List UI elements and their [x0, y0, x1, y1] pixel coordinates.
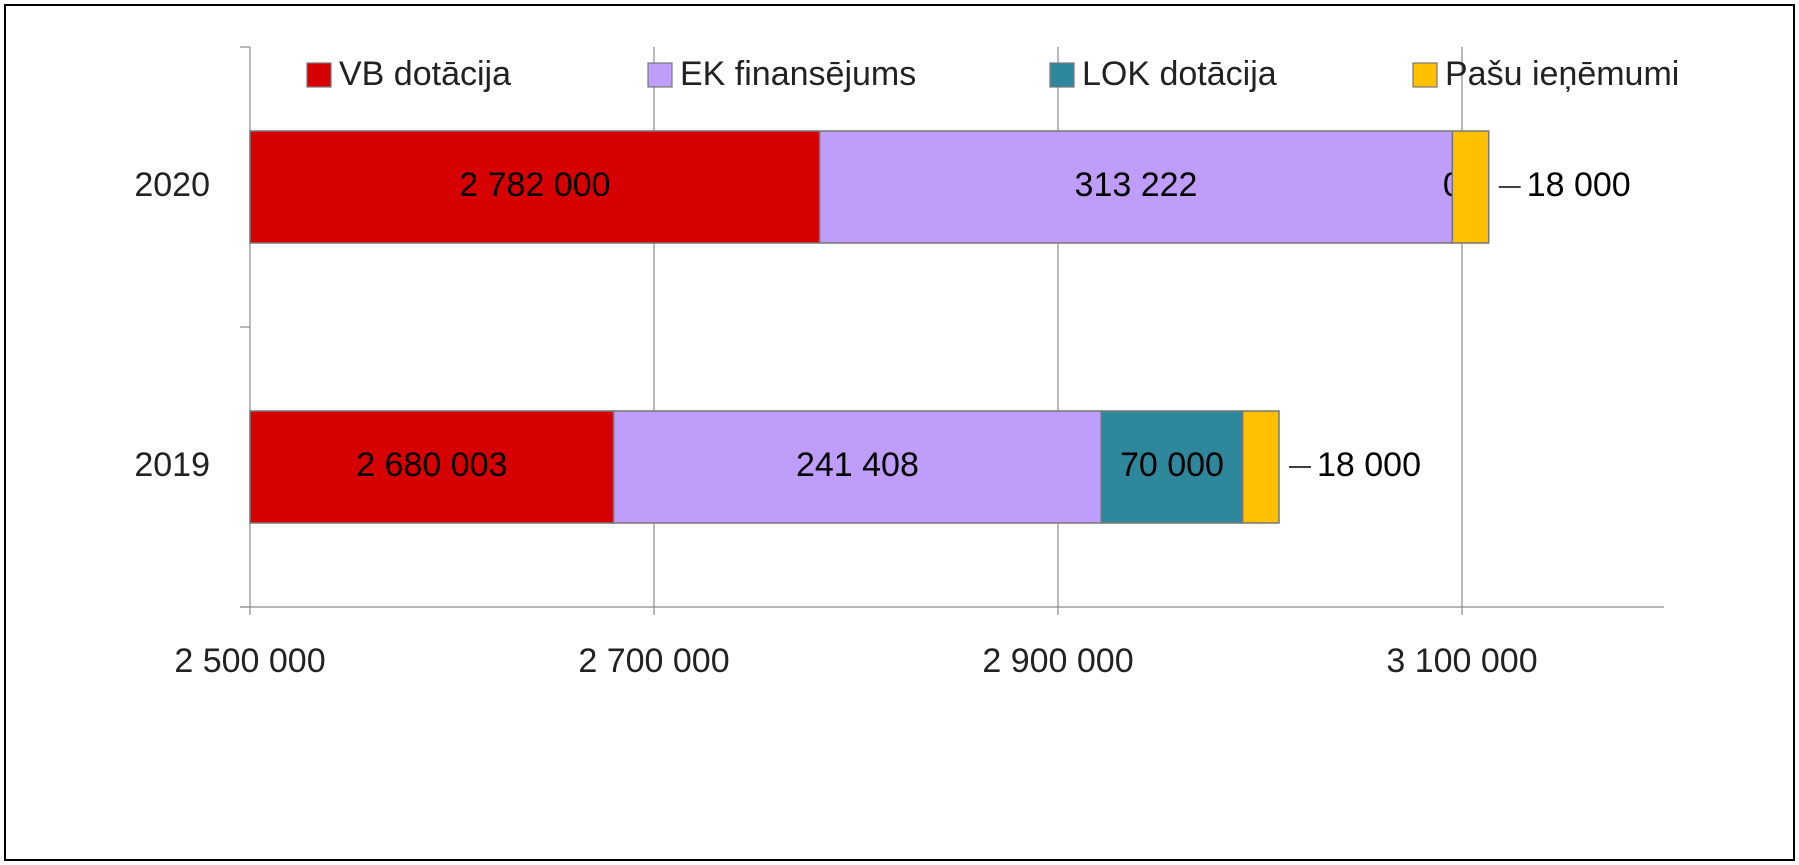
- data-label: 241 408: [796, 446, 919, 484]
- x-tick-label: 3 100 000: [1386, 642, 1537, 680]
- data-label: 2 782 000: [459, 166, 610, 204]
- legend-label: EK finansējums: [680, 55, 916, 93]
- data-label: 18 000: [1527, 166, 1631, 204]
- bar-segment: [612, 410, 1103, 524]
- bar-segment: [249, 130, 821, 244]
- x-tick-label: 2 700 000: [578, 642, 729, 680]
- y-tick-label: 2020: [134, 166, 210, 204]
- bar-segment: [1100, 410, 1244, 524]
- data-label: 70 000: [1120, 446, 1224, 484]
- legend-swatch: [1049, 62, 1075, 88]
- legend-label: Pašu ieņēmumi: [1445, 55, 1679, 93]
- y-tick-label: 2019: [134, 446, 210, 484]
- legend-swatch: [1412, 62, 1438, 88]
- bar-segment: [1241, 410, 1280, 524]
- legend-label: VB dotācija: [339, 55, 511, 93]
- bar-segment: [818, 130, 1454, 244]
- bar-segment: [1451, 130, 1490, 244]
- bar-segment: [249, 410, 615, 524]
- x-tick-label: 2 500 000: [174, 642, 325, 680]
- data-label: 18 000: [1317, 446, 1421, 484]
- data-label: 313 222: [1075, 166, 1198, 204]
- data-label: 2 680 003: [356, 446, 507, 484]
- legend-label: LOK dotācija: [1082, 55, 1277, 93]
- legend-swatch: [306, 62, 332, 88]
- legend-swatch: [647, 62, 673, 88]
- x-tick-label: 2 900 000: [982, 642, 1133, 680]
